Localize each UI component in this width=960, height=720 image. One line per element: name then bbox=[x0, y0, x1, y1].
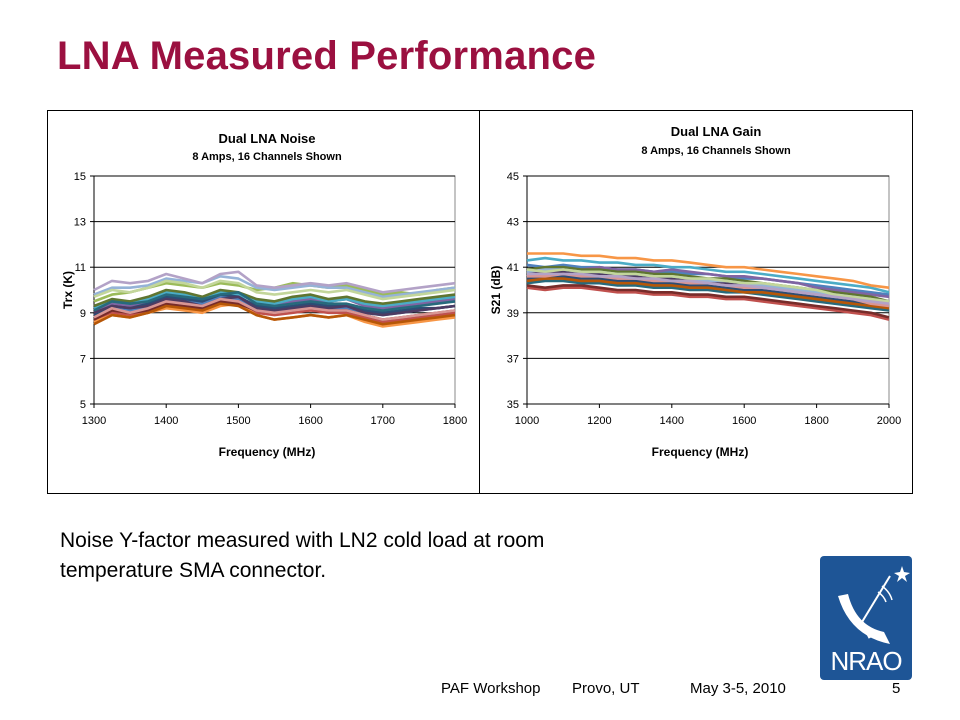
chart-title: Dual LNA Noise bbox=[218, 131, 315, 146]
series-line bbox=[526, 284, 890, 319]
series-line bbox=[93, 293, 456, 317]
y-tick-label: 35 bbox=[507, 399, 519, 411]
y-tick-label: 13 bbox=[74, 217, 86, 229]
x-axis-label: Frequency (MHz) bbox=[219, 445, 316, 459]
x-tick-label: 1000 bbox=[515, 415, 539, 427]
x-tick-label: 1400 bbox=[660, 415, 684, 427]
x-tick-label: 1200 bbox=[587, 415, 611, 427]
series-line bbox=[527, 252, 890, 289]
y-tick-label: 37 bbox=[507, 353, 519, 365]
y-tick-label: 41 bbox=[507, 262, 519, 274]
x-tick-label: 1500 bbox=[226, 415, 250, 427]
slide-title: LNA Measured Performance bbox=[57, 34, 597, 78]
series-line bbox=[93, 279, 456, 301]
y-tick-label: 7 bbox=[80, 353, 86, 365]
x-tick-label: 1700 bbox=[371, 415, 395, 427]
y-tick-label: 11 bbox=[75, 262, 86, 274]
footer-date: May 3-5, 2010 bbox=[690, 680, 786, 697]
chart-frame bbox=[47, 110, 913, 494]
chart-subtitle: 8 Amps, 16 Channels Shown bbox=[641, 145, 791, 157]
series-line bbox=[93, 297, 456, 321]
caption-line: Noise Y-factor measured with LN2 cold lo… bbox=[60, 529, 545, 552]
chart-subtitle: 8 Amps, 16 Channels Shown bbox=[192, 151, 342, 163]
x-tick-label: 1800 bbox=[443, 415, 467, 427]
caption: Noise Y-factor measured with LN2 cold lo… bbox=[60, 526, 660, 586]
series-line bbox=[527, 275, 890, 308]
series-line bbox=[526, 277, 890, 310]
caption-line: temperature SMA connector. bbox=[60, 559, 327, 582]
footer-event: PAF Workshop bbox=[441, 680, 541, 697]
series-line bbox=[93, 302, 456, 326]
y-axis-label: S21 (dB) bbox=[489, 266, 503, 315]
footer-location: Provo, UT bbox=[572, 680, 640, 697]
chart-divider bbox=[479, 110, 480, 494]
series-line bbox=[526, 286, 890, 321]
page-number: 5 bbox=[892, 680, 901, 697]
y-tick-label: 15 bbox=[74, 171, 86, 183]
y-tick-label: 45 bbox=[507, 171, 519, 183]
y-tick-label: 5 bbox=[80, 399, 86, 411]
x-tick-label: 1400 bbox=[154, 415, 178, 427]
x-tick-label: 2000 bbox=[877, 415, 901, 427]
series-line bbox=[93, 288, 456, 308]
series-line bbox=[93, 291, 456, 310]
x-tick-label: 1600 bbox=[732, 415, 756, 427]
logo-text: NRAO bbox=[830, 646, 901, 676]
gain-chart: Dual LNA Gain 8 Amps, 16 Channels Shown … bbox=[489, 124, 901, 459]
series-line bbox=[526, 268, 890, 303]
x-tick-label: 1300 bbox=[82, 415, 106, 427]
x-tick-label: 1600 bbox=[298, 415, 322, 427]
series-line bbox=[527, 272, 890, 305]
series-line bbox=[93, 275, 456, 299]
y-axis-label: Trx (K) bbox=[61, 271, 75, 309]
x-axis-label: Frequency (MHz) bbox=[652, 445, 749, 459]
series-line bbox=[93, 270, 456, 294]
noise-chart: Dual LNA Noise 8 Amps, 16 Channels Shown… bbox=[61, 131, 467, 459]
y-tick-label: 43 bbox=[507, 217, 519, 229]
series-line bbox=[93, 295, 456, 317]
series-line bbox=[526, 256, 890, 294]
y-tick-label: 39 bbox=[507, 308, 519, 320]
series-line bbox=[526, 279, 890, 312]
y-tick-label: 9 bbox=[80, 308, 86, 320]
series-line bbox=[93, 291, 456, 312]
chart-title: Dual LNA Gain bbox=[671, 124, 762, 139]
x-tick-label: 1800 bbox=[804, 415, 828, 427]
nrao-logo: NRAO bbox=[820, 556, 912, 680]
